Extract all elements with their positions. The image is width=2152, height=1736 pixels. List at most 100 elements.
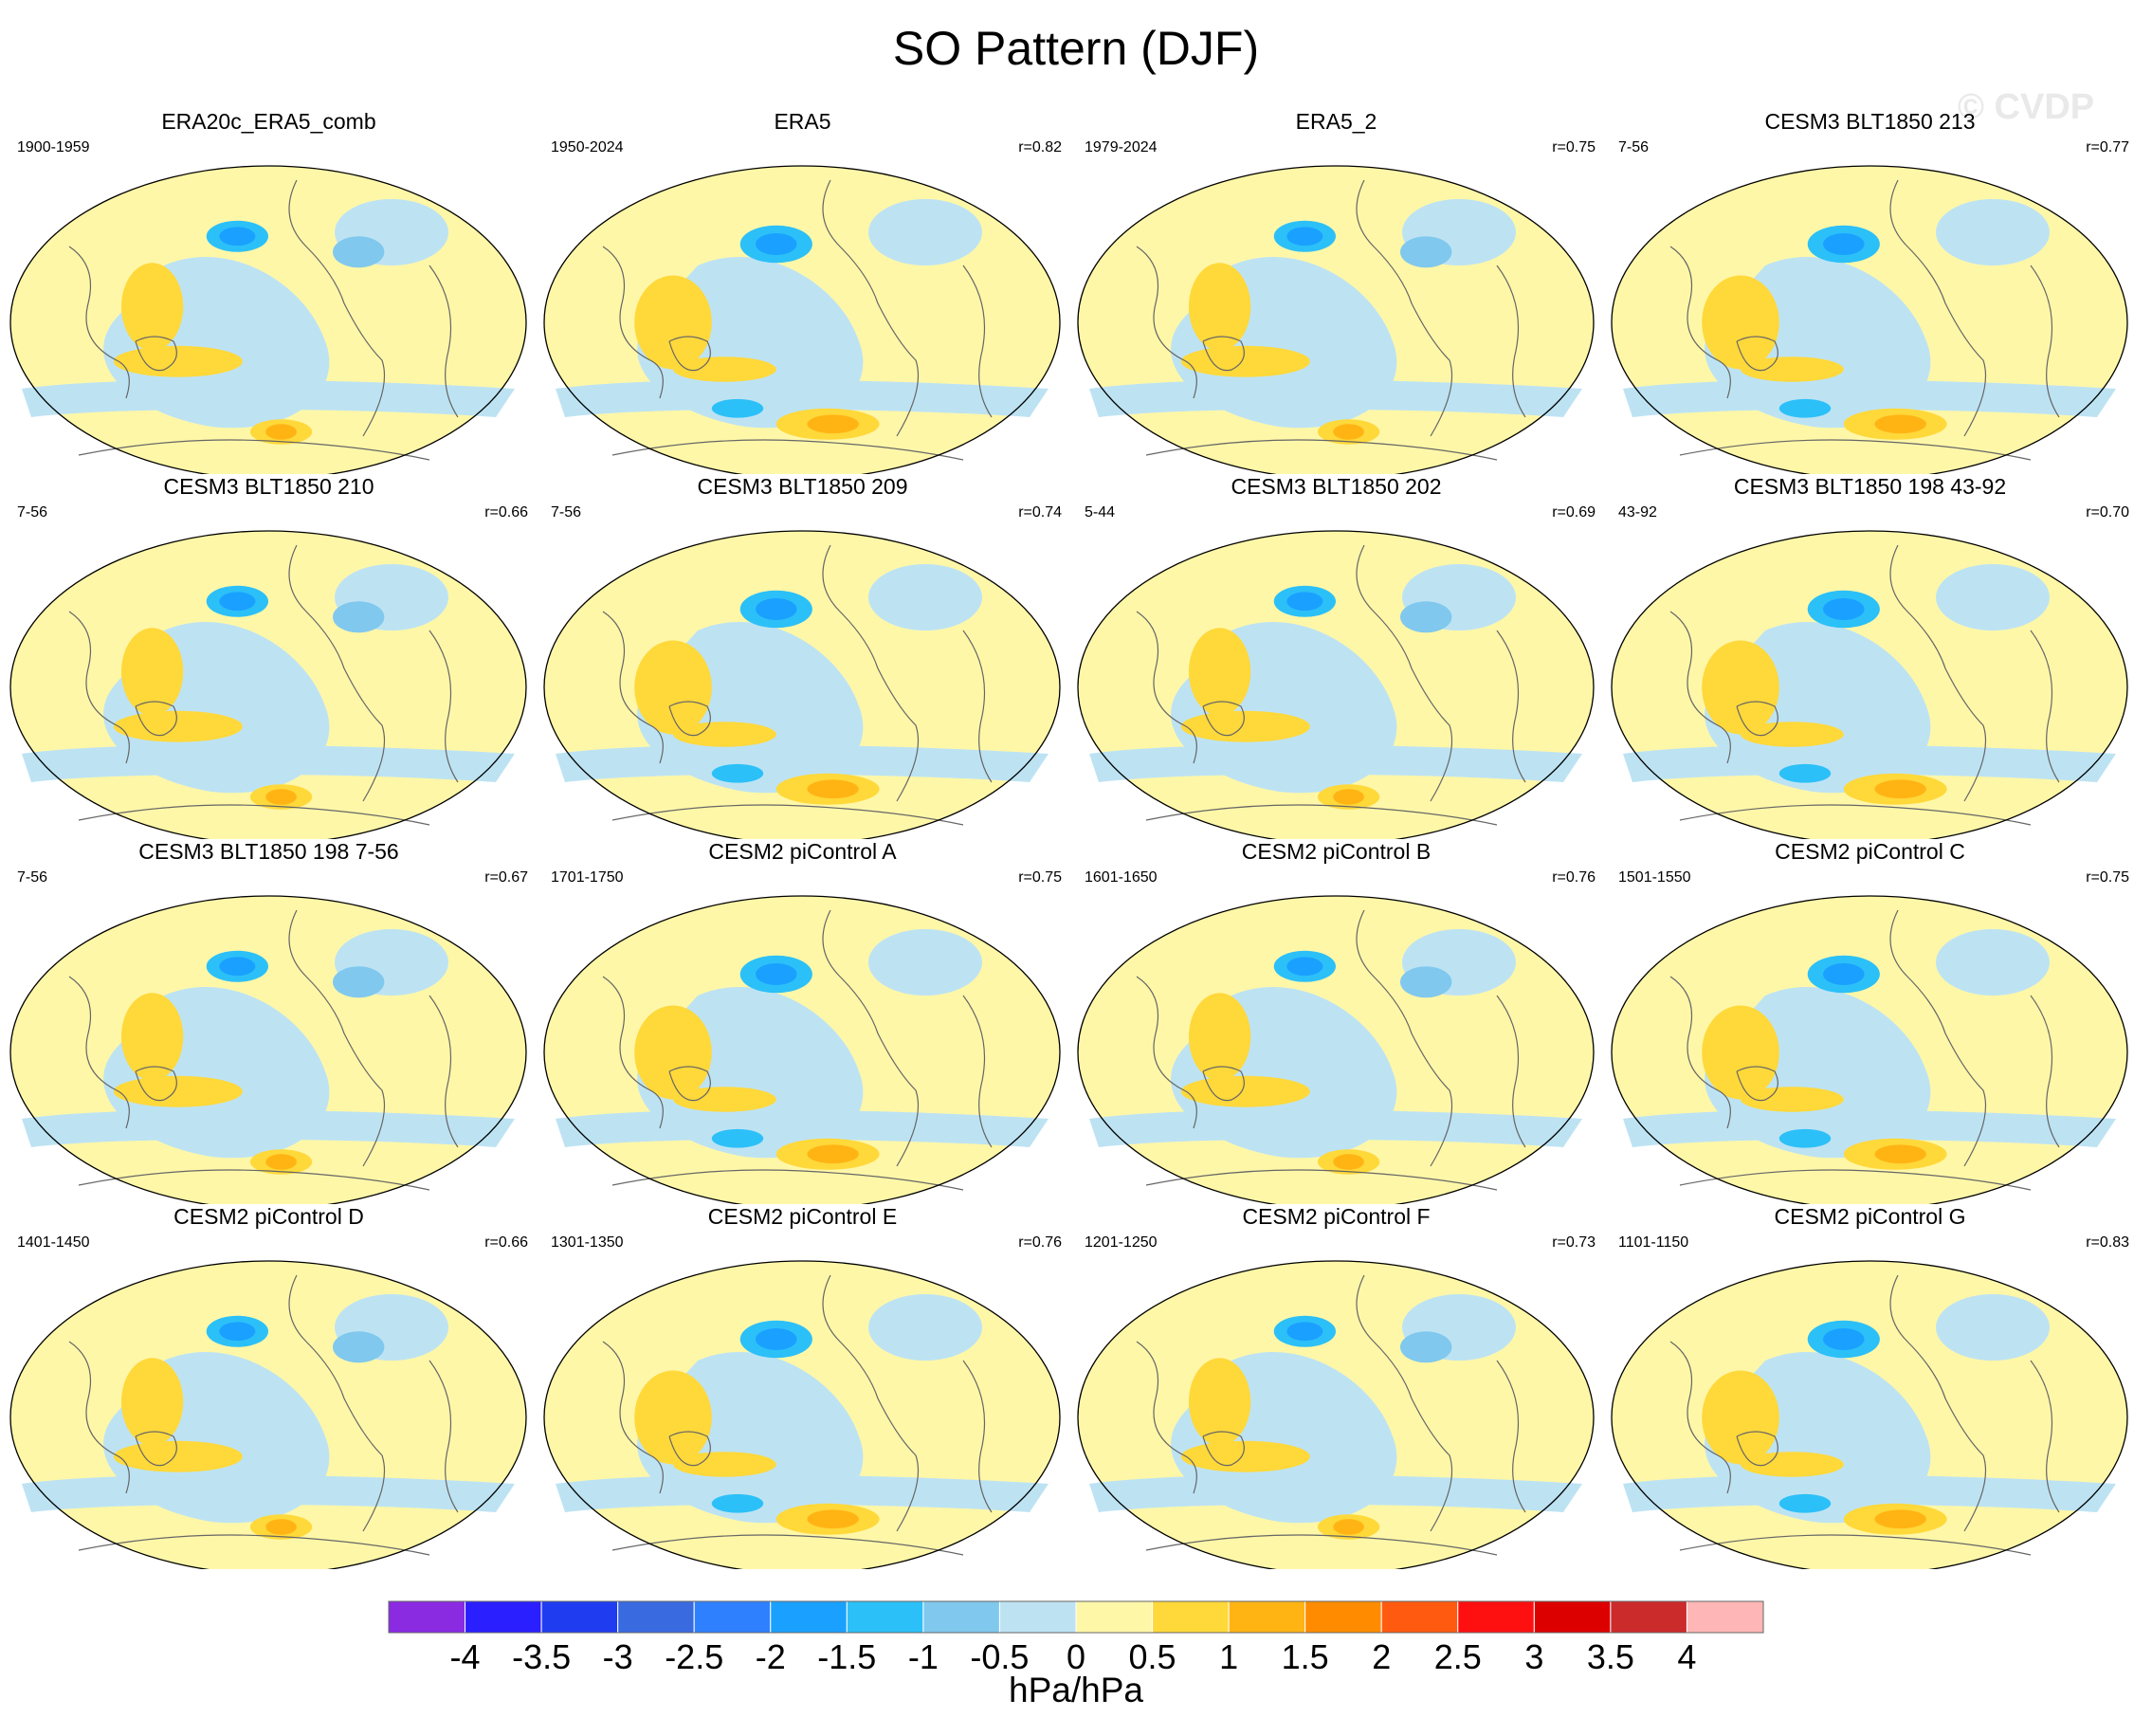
panel-title: ERA20c_ERA5_comb — [161, 109, 376, 134]
map-globe — [1077, 895, 1595, 1204]
anomaly-contour — [120, 628, 184, 716]
anomaly-contour — [756, 232, 797, 256]
panel-title: CESM3 BLT1850 198 43-92 — [1733, 474, 2007, 499]
map-outline — [543, 530, 1061, 839]
north-atlantic-region — [1936, 929, 2050, 996]
anomaly-contour — [333, 601, 385, 633]
southern-ocean-region — [1623, 379, 2116, 417]
coastlines — [1669, 909, 2060, 1191]
anomaly-contour — [333, 966, 385, 998]
colorbar-swatch — [465, 1600, 542, 1634]
colorbar-swatch — [1228, 1600, 1306, 1634]
coastlines — [602, 544, 993, 826]
southern-ocean-region — [1089, 744, 1582, 782]
anomaly-contour — [120, 993, 184, 1081]
southern-ocean-region — [1089, 379, 1582, 417]
colorbar-tick-label: -2 — [756, 1637, 786, 1676]
map-panel-plot — [1611, 165, 2128, 474]
southern-ocean-region — [1089, 1474, 1582, 1512]
map-panel-grid: ERA20c_ERA5_comb 1900-1959 ERA5 1950-2024 r=… — [2, 109, 2137, 1569]
anomaly-contour — [1180, 1075, 1310, 1107]
colorbar-tick-label: 1 — [1219, 1637, 1238, 1676]
southern-ocean-region — [22, 1109, 515, 1147]
southern-ocean-region — [22, 744, 515, 782]
map-panel: CESM3 BLT1850 202 5-44 r=0.69 — [1069, 474, 1603, 839]
panel-years: 1701-1750 — [551, 869, 624, 886]
anomaly-contour — [1823, 1327, 1865, 1351]
southern-ocean-region — [556, 1109, 1049, 1147]
panel-correlation: r=0.83 — [2086, 1234, 2129, 1251]
southern-ocean-region — [1089, 1109, 1582, 1147]
colorbar-tick-label: -0.5 — [970, 1637, 1029, 1676]
anomaly-contour — [1333, 1154, 1364, 1170]
panel-years: 1950-2024 — [551, 139, 624, 155]
map-panel: CESM3 BLT1850 198 43-92 43-92 r=0.70 — [1603, 474, 2137, 839]
map-panel-plot — [9, 530, 527, 839]
panel-years: 7-56 — [1618, 139, 1650, 155]
anomaly-contour — [1823, 597, 1865, 621]
colorbar-swatch — [693, 1600, 772, 1634]
map-panel: CESM2 piControl G 1101-1150 r=0.83 — [1603, 1204, 2137, 1569]
anomaly-contour — [1874, 1509, 1926, 1529]
southern-ocean-region — [556, 1474, 1049, 1512]
colorbar-tick-label: -4 — [450, 1637, 481, 1676]
panel-title: CESM2 piControl A — [708, 839, 897, 864]
anomaly-contour — [807, 779, 859, 799]
panel-years: 43-92 — [1618, 504, 1657, 521]
anomaly-contour — [1778, 1128, 1832, 1148]
panel-years: 1401-1450 — [17, 1234, 90, 1251]
colorbar-swatch — [388, 1600, 466, 1634]
anomaly-contour — [673, 356, 776, 382]
panel-title: ERA5_2 — [1295, 109, 1377, 134]
anomaly-contour — [1188, 1358, 1251, 1446]
map-globe — [543, 1260, 1061, 1569]
southern-ocean-region — [1623, 1109, 2116, 1147]
colorbar: -4 -3.5 -3 -2.5 -2 -1.5 -1 -0.5 0 0.5 1 1.5 2 2.5 3 3.5… — [388, 1600, 1764, 1676]
map-panel: CESM3 BLT1850 198 7-56 7-56 r=0.67 — [2, 839, 536, 1204]
map-panel-plot — [1077, 165, 1595, 474]
coastlines — [1136, 909, 1526, 1191]
anomaly-contour — [673, 1452, 776, 1477]
map-panel: CESM2 piControl B 1601-1650 r=0.76 — [1069, 839, 1603, 1204]
map-panel-plot — [543, 165, 1061, 474]
map-globe — [9, 165, 527, 474]
coastlines — [602, 909, 993, 1191]
panel-title: ERA5 — [774, 109, 831, 134]
panel-correlation: r=0.75 — [2086, 869, 2129, 886]
map-panel-plot — [9, 895, 527, 1204]
map-globe — [543, 895, 1061, 1204]
map-panel: CESM3 BLT1850 209 7-56 r=0.74 — [536, 474, 1069, 839]
map-globe — [9, 1260, 527, 1569]
panel-title: CESM2 piControl E — [707, 1204, 898, 1229]
panel-years: 1201-1250 — [1085, 1234, 1158, 1251]
anomaly-contour — [1180, 1440, 1310, 1472]
anomaly-contour — [1702, 275, 1779, 370]
panel-correlation: r=0.75 — [1552, 139, 1596, 155]
anomaly-contour — [113, 1075, 243, 1107]
colorbar-tick-label: -3 — [603, 1637, 633, 1676]
map-outline — [1077, 1260, 1595, 1569]
anomaly-contour — [807, 1509, 859, 1529]
colorbar-tick-label: -3.5 — [512, 1637, 571, 1676]
panel-correlation: r=0.73 — [1552, 1234, 1596, 1251]
panel-title: CESM3 BLT1850 202 — [1231, 474, 1442, 499]
map-globe — [1611, 895, 2128, 1204]
anomaly-contour — [711, 1128, 764, 1148]
panel-title: CESM2 piControl D — [173, 1204, 364, 1229]
anomaly-contour — [219, 227, 256, 247]
map-globe — [1611, 530, 2128, 839]
southern-ocean-region — [556, 744, 1049, 782]
anomaly-contour — [1400, 966, 1452, 998]
colorbar-tick-label: 3 — [1524, 1637, 1543, 1676]
map-outline — [9, 165, 527, 474]
panel-title: CESM3 BLT1850 209 — [697, 474, 908, 499]
map-panel-plot — [543, 1260, 1061, 1569]
anomaly-contour — [634, 275, 712, 370]
anomaly-contour — [756, 597, 797, 621]
panel-years: 1501-1550 — [1618, 869, 1691, 886]
map-outline — [543, 165, 1061, 474]
colorbar-swatch — [1533, 1600, 1612, 1634]
anomaly-contour — [1286, 592, 1323, 612]
southern-ocean-region — [22, 1474, 515, 1512]
anomaly-contour — [1823, 962, 1865, 986]
